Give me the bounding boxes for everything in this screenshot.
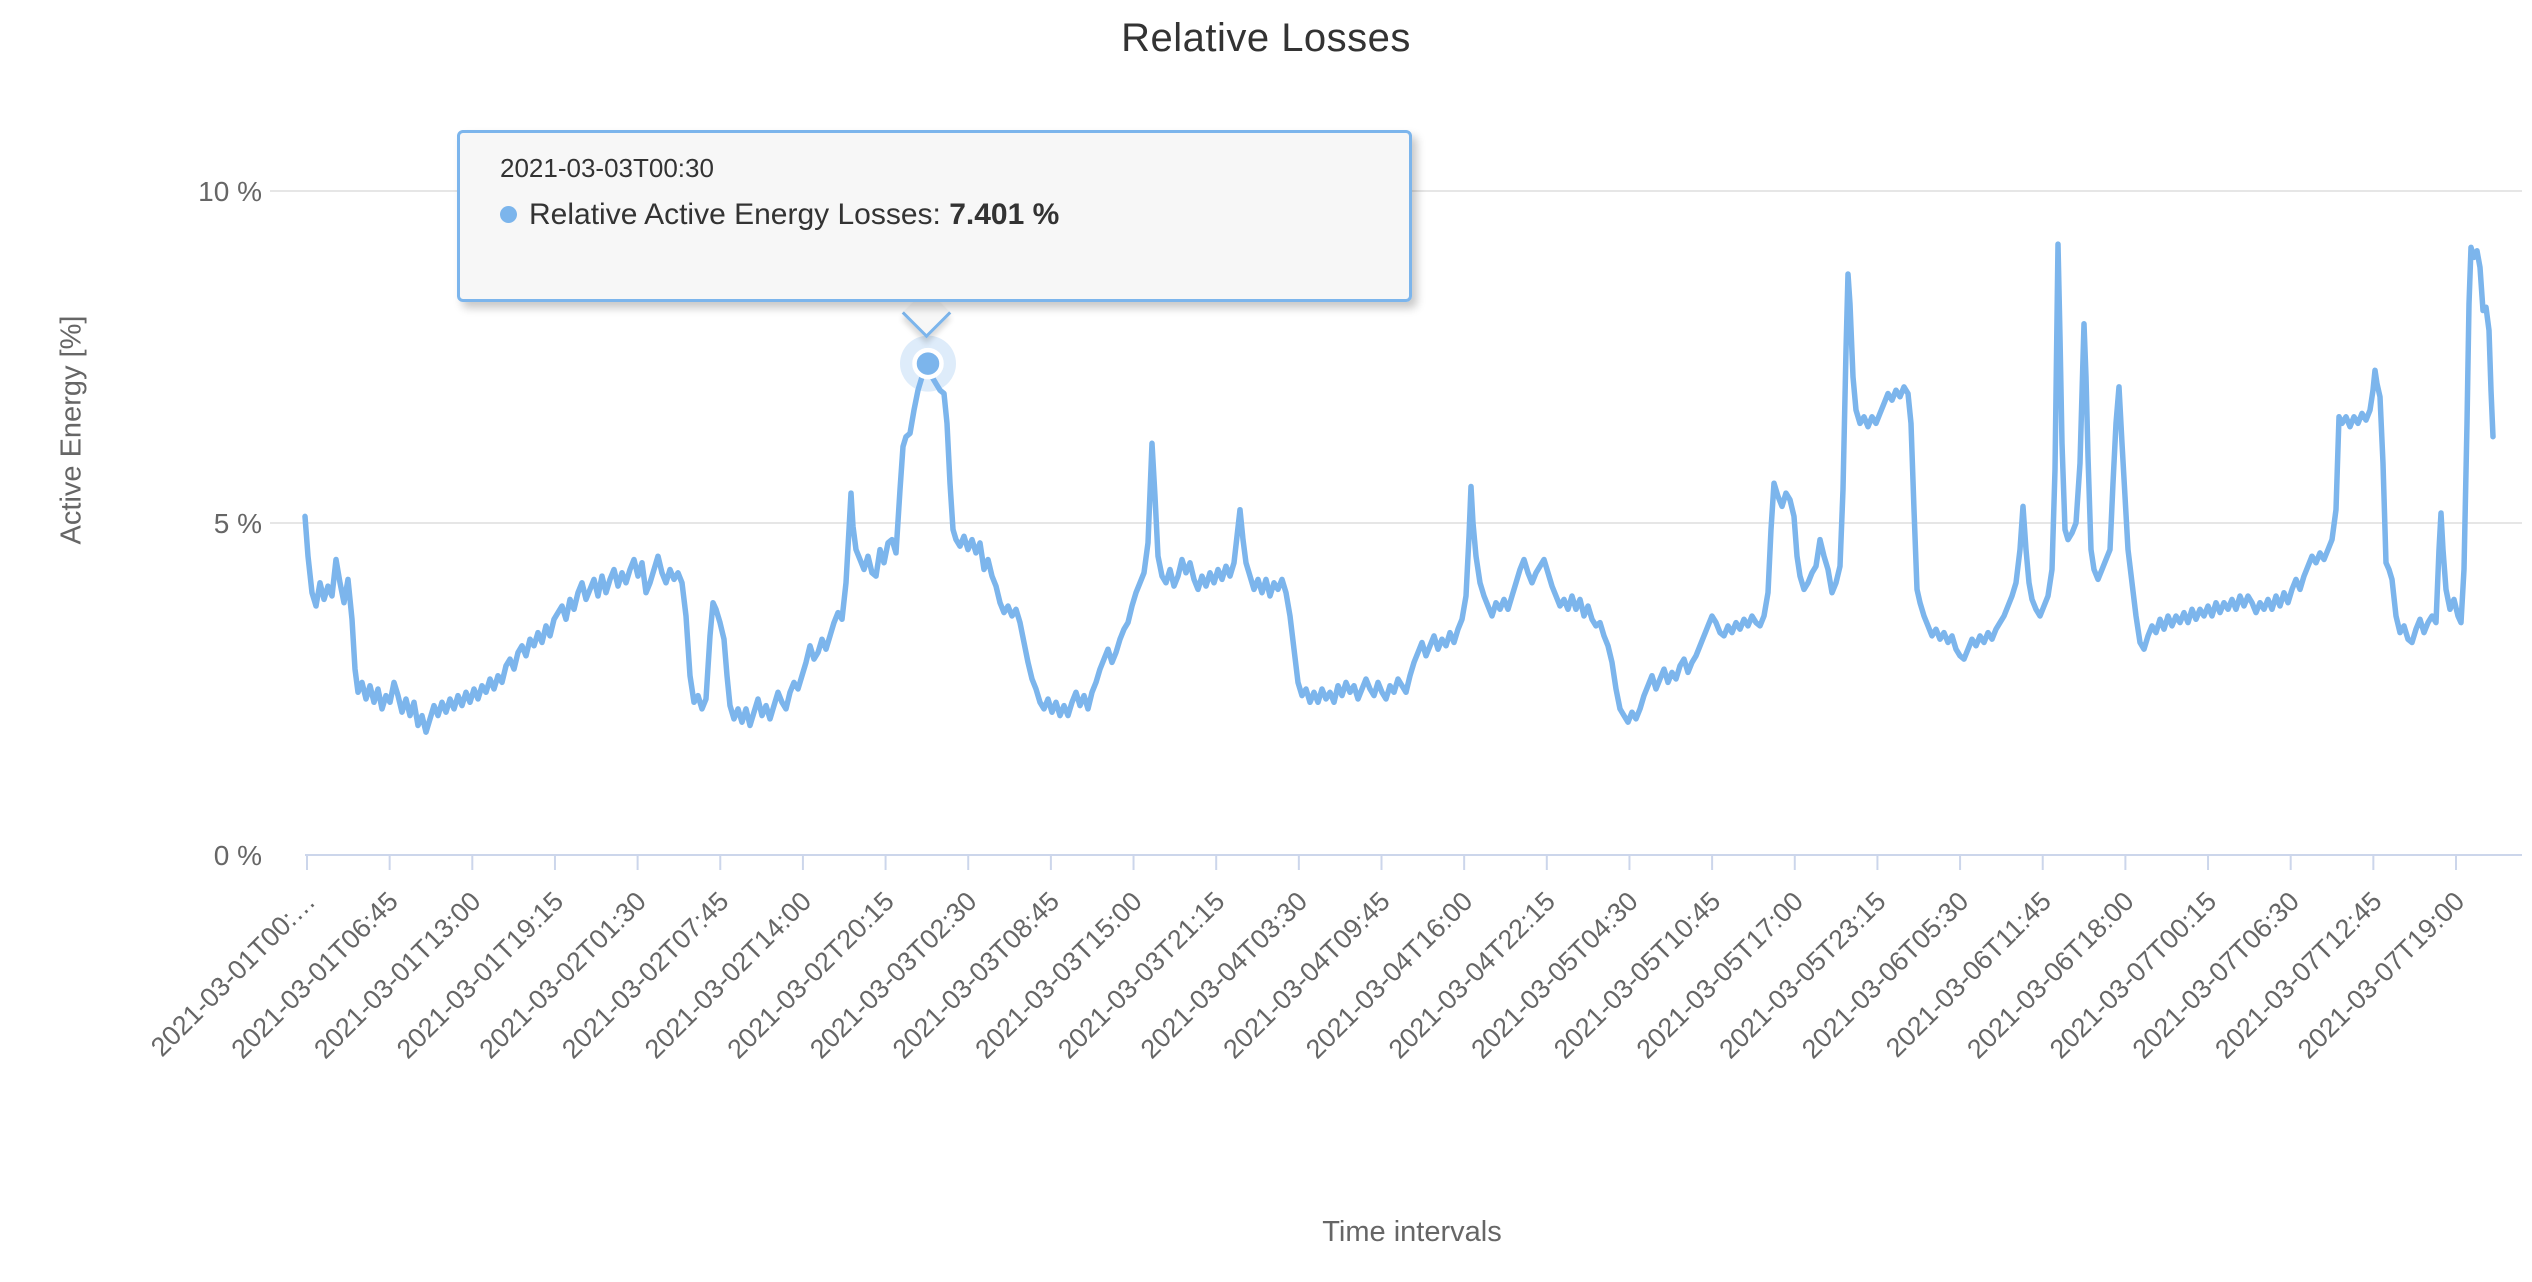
chart-title: Relative Losses [1121, 16, 1411, 60]
y-tick-label: 5 % [214, 508, 262, 539]
series-marker-dot-icon [500, 206, 517, 223]
series-line[interactable] [302, 241, 2496, 735]
y-tick-label: 0 % [214, 840, 262, 871]
tooltip-date: 2021-03-03T00:30 [500, 153, 714, 183]
point-marker[interactable] [912, 347, 944, 380]
tooltip-value: 7.401 % [949, 198, 1060, 231]
x-axis-title: Time intervals [1322, 1216, 1502, 1248]
tooltip-series-row: Relative Active Energy Losses: 7.401 % [500, 198, 1409, 232]
tooltip: 2021-03-03T00:30 Relative Active Energy … [457, 130, 1412, 302]
tooltip-series-label: Relative Active Energy Losses: [529, 198, 941, 231]
y-tick-label: 10 % [198, 176, 262, 207]
